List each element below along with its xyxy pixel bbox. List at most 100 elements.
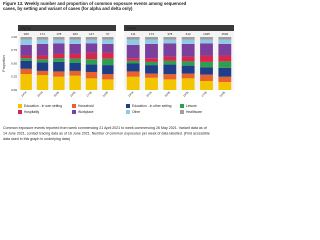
bar-segment bbox=[69, 75, 81, 90]
bar-segment bbox=[200, 61, 213, 68]
bar-segment bbox=[20, 55, 32, 59]
bar-segment bbox=[53, 39, 65, 44]
y-tick-label: 0.25 bbox=[11, 75, 17, 79]
x-tick-label: 03/05 bbox=[53, 90, 61, 98]
bar-total-label: 173 bbox=[149, 32, 154, 36]
bar-segment bbox=[163, 79, 177, 90]
bar-segment bbox=[126, 39, 140, 45]
bar-segment bbox=[36, 70, 49, 76]
x-tick-label: 10/05 bbox=[182, 90, 190, 98]
bar-segment bbox=[218, 37, 232, 40]
y-tick-label: 0.75 bbox=[11, 48, 17, 52]
bar-segment bbox=[145, 58, 158, 62]
bar-segment bbox=[85, 39, 98, 44]
bar-segment bbox=[163, 74, 177, 80]
bar-total-label: 1045 bbox=[203, 32, 210, 36]
bar-segment bbox=[181, 39, 195, 44]
bar-segment bbox=[200, 74, 213, 81]
bar-segment bbox=[69, 70, 81, 76]
bar-segment bbox=[36, 39, 49, 44]
bar-segment bbox=[20, 68, 32, 75]
bar-segment bbox=[36, 55, 49, 60]
bar-segment bbox=[53, 76, 65, 90]
bar-segment bbox=[102, 43, 114, 53]
bar-segment bbox=[163, 56, 177, 61]
bar-segment bbox=[102, 58, 114, 66]
bar-segment bbox=[218, 76, 232, 83]
bar-segment bbox=[181, 65, 195, 74]
legend-label: Education - In own setting bbox=[24, 104, 62, 108]
y-tick-label: 0.00 bbox=[11, 88, 17, 92]
bar-segment bbox=[20, 44, 32, 56]
caption: Common exposure events reported from wee… bbox=[3, 126, 207, 130]
bar-segment bbox=[200, 43, 213, 56]
panel-title: Alpha bbox=[20, 25, 32, 30]
legend-swatch bbox=[18, 104, 22, 108]
bar-segment bbox=[145, 37, 158, 40]
x-tick-label: 10/05 bbox=[69, 90, 77, 98]
x-tick-label: 17/05 bbox=[85, 90, 93, 98]
bar-segment bbox=[69, 53, 81, 59]
bar-total-label: 147 bbox=[89, 32, 94, 36]
bar-segment bbox=[85, 52, 98, 60]
figure-title: Figure 13. Weekly number and proportion … bbox=[3, 1, 187, 6]
bar-segment bbox=[36, 43, 49, 56]
bar-segment bbox=[69, 58, 81, 63]
bar-segment bbox=[69, 62, 81, 71]
bar-segment bbox=[36, 37, 49, 40]
bar-segment bbox=[181, 43, 195, 57]
bar-segment bbox=[20, 60, 32, 69]
bar-total-label: 178 bbox=[56, 32, 61, 36]
legend-label: Leisure bbox=[186, 104, 197, 108]
bar-segment bbox=[102, 52, 114, 59]
bar-total-label: 612 bbox=[186, 32, 191, 36]
x-tick-label: 19/04 bbox=[20, 90, 28, 98]
bar-segment bbox=[102, 39, 114, 44]
legend-swatch bbox=[72, 104, 76, 108]
bar-segment bbox=[36, 75, 49, 90]
bar-segment bbox=[218, 39, 232, 44]
bar-segment bbox=[102, 65, 114, 75]
bar-segment bbox=[200, 39, 213, 44]
x-tick-label: 26/04 bbox=[36, 90, 44, 98]
bar-segment bbox=[85, 78, 98, 90]
panel-header bbox=[124, 25, 234, 31]
bar-total-label: 378 bbox=[167, 32, 172, 36]
bar-segment bbox=[20, 39, 32, 45]
bar-segment bbox=[53, 37, 65, 40]
x-tick-label: 24/05 bbox=[102, 90, 110, 98]
y-tick-label: 1.00 bbox=[11, 35, 17, 39]
bar-segment bbox=[53, 71, 65, 77]
bar-segment bbox=[85, 59, 98, 65]
bar-segment bbox=[36, 62, 49, 71]
bar-segment bbox=[126, 63, 140, 72]
bar-segment bbox=[200, 80, 213, 90]
bar-segment bbox=[181, 78, 195, 90]
bar-segment bbox=[218, 43, 232, 56]
bar-segment bbox=[145, 77, 158, 90]
bar-segment bbox=[20, 37, 32, 40]
bar-segment bbox=[53, 58, 65, 62]
legend-swatch bbox=[180, 104, 184, 108]
caption: 14 June 2021, contact tracing data as of… bbox=[3, 131, 210, 135]
bar-total-label: 1502 bbox=[221, 32, 228, 36]
bar-segment bbox=[69, 39, 81, 44]
y-axis-label: Proportion bbox=[2, 55, 6, 71]
figure-title: cases, by setting and variant of cases (… bbox=[3, 6, 133, 11]
bar-segment bbox=[85, 64, 98, 72]
bar-segment bbox=[20, 58, 32, 61]
bar-total-label: 171 bbox=[40, 32, 45, 36]
bar-segment bbox=[163, 37, 177, 40]
legend-label: Workplace bbox=[78, 110, 94, 114]
legend-label: Education - In other setting bbox=[132, 104, 172, 108]
legend-label: Healthcare bbox=[186, 110, 202, 114]
bar-segment bbox=[218, 82, 232, 90]
x-tick-label: 24/05 bbox=[219, 90, 227, 98]
bar-total-label: 180 bbox=[24, 32, 29, 36]
figure: Figure 13. Weekly number and proportion … bbox=[0, 0, 240, 152]
bar-segment bbox=[53, 53, 65, 59]
legend-swatch bbox=[126, 104, 130, 108]
bar-segment bbox=[163, 60, 177, 65]
panel-header bbox=[18, 25, 116, 31]
legend-label: Other bbox=[132, 110, 141, 114]
